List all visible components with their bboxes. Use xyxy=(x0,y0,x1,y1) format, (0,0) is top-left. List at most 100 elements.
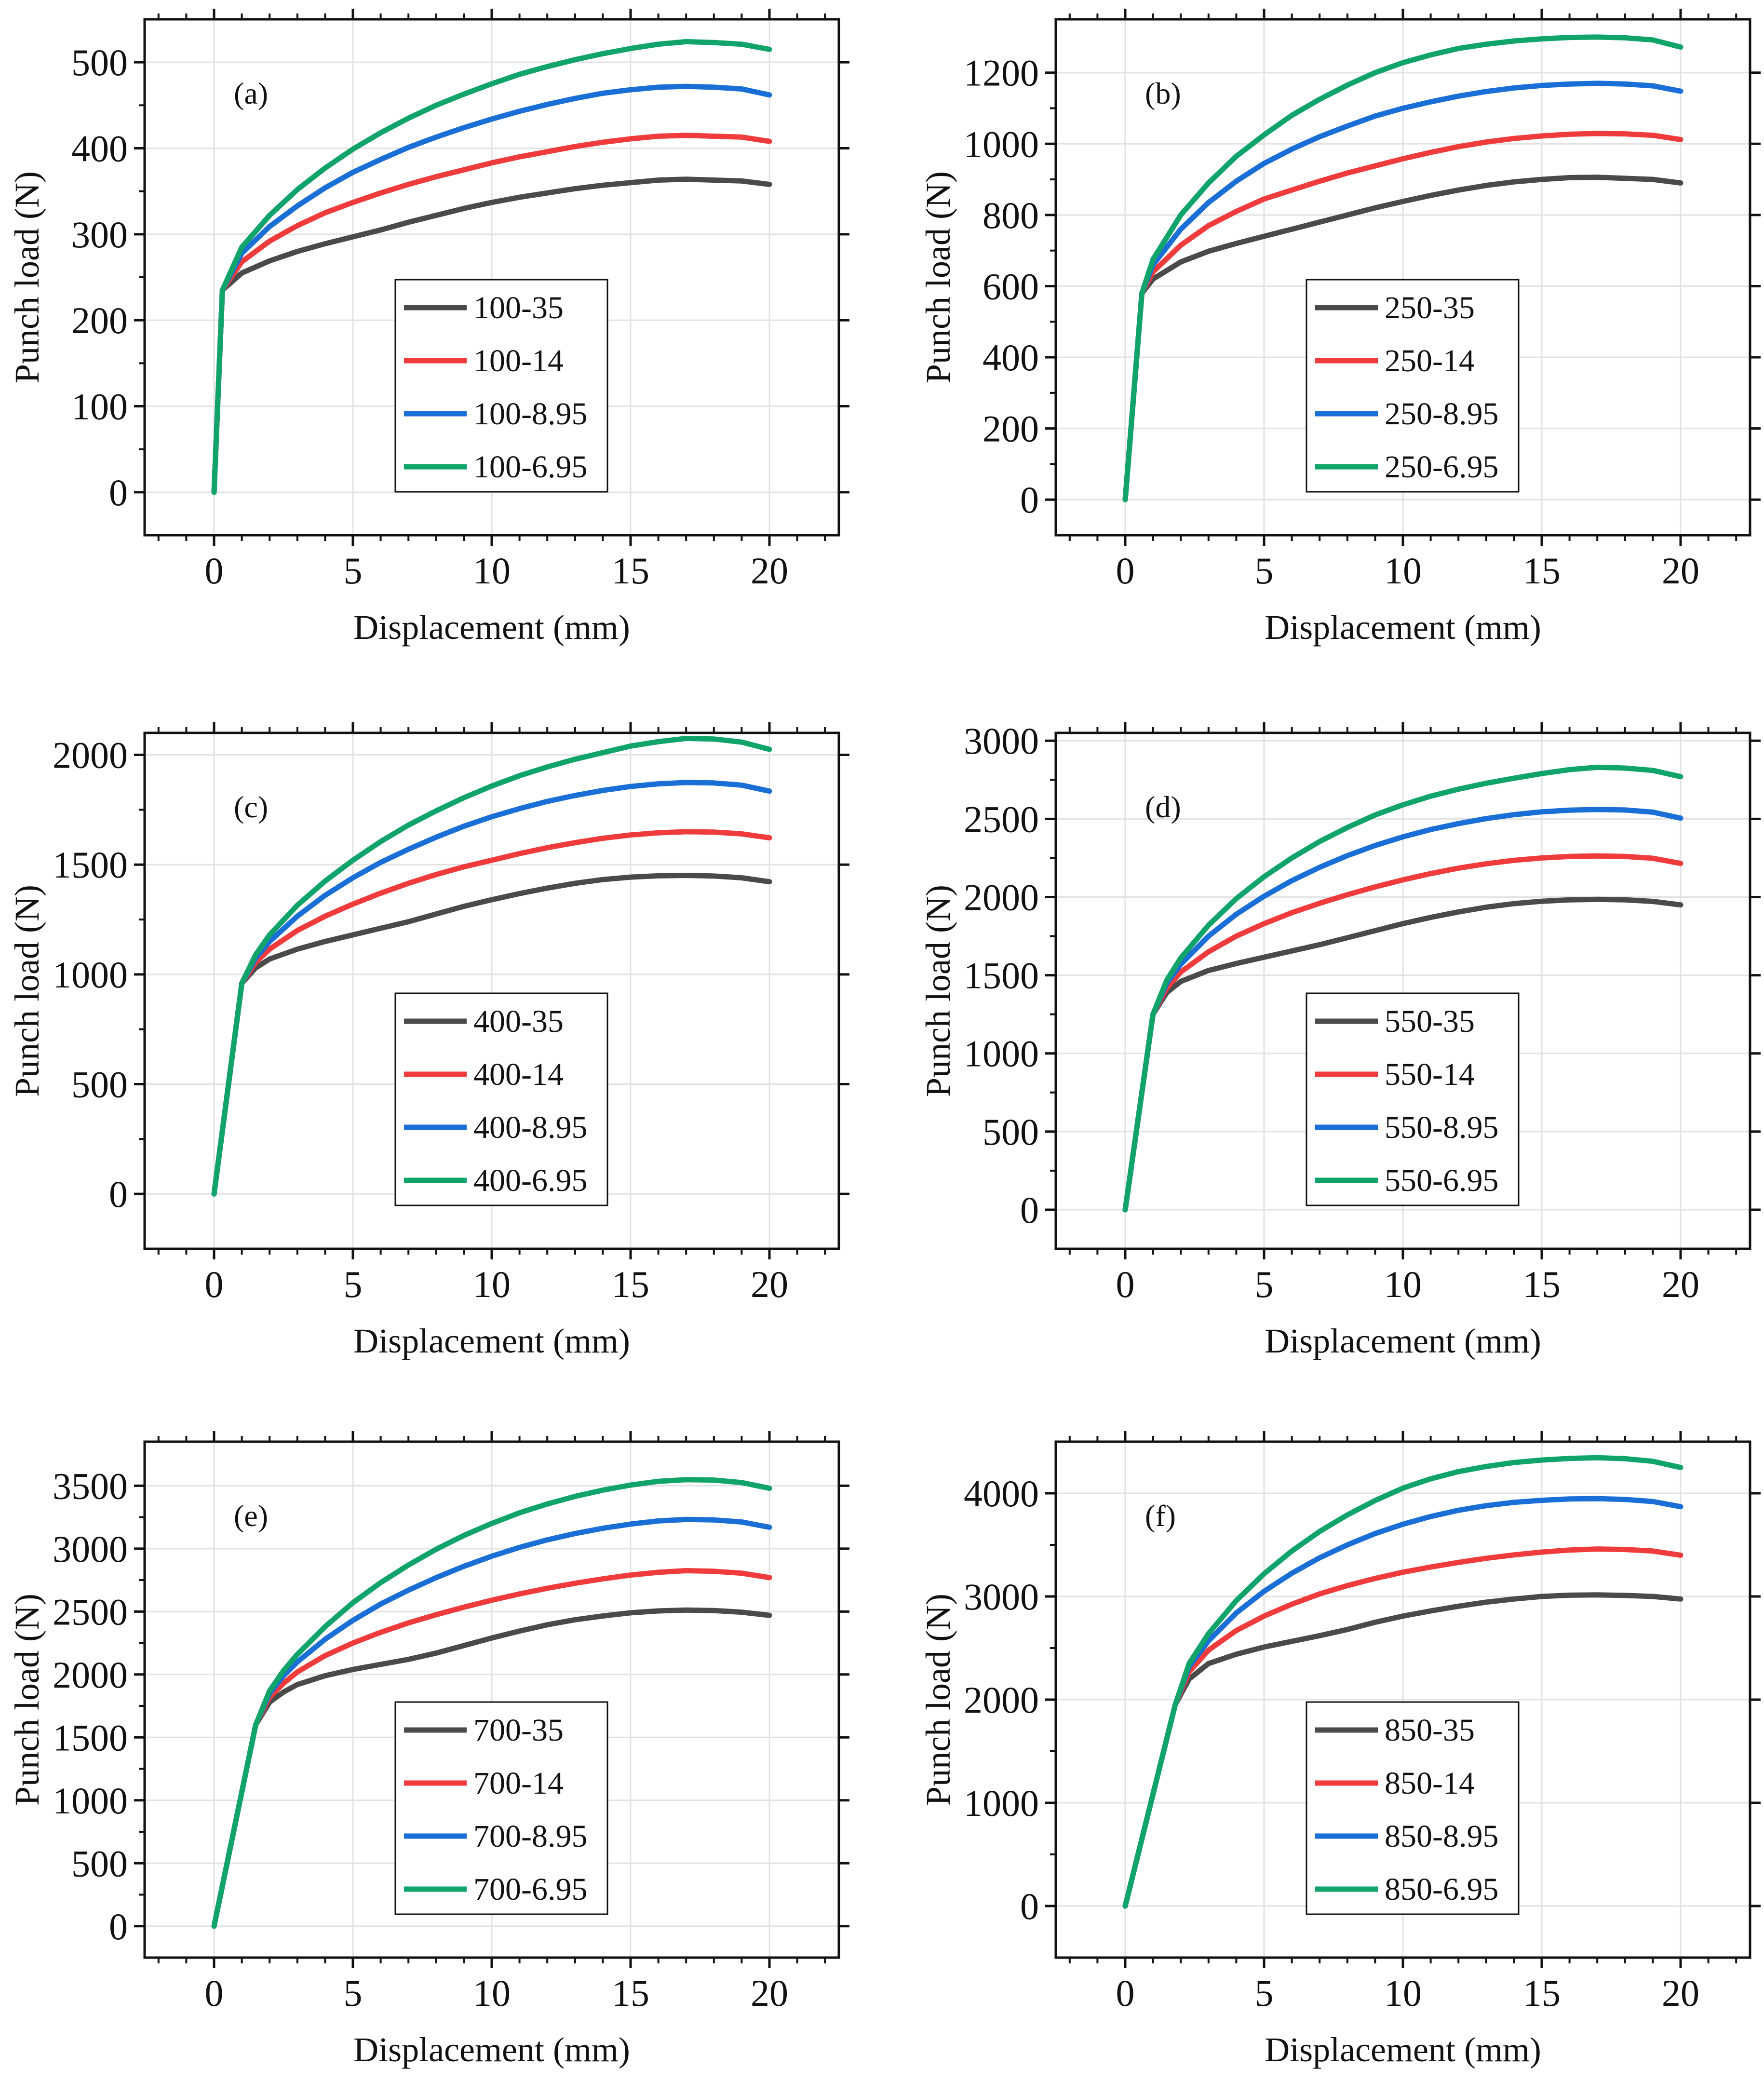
series-line-550-8.95 xyxy=(1122,807,1683,1213)
x-tick-label: 20 xyxy=(1662,550,1699,592)
x-tick-label: 5 xyxy=(344,1263,363,1305)
series-line-400-8.95 xyxy=(211,780,772,1197)
chart-panel-5: 0 5 10 15 20 0 1000 2000 3000 4000 Displacement (m… xyxy=(919,1431,1761,2069)
y-tick-label: 0 xyxy=(1020,1189,1039,1231)
x-axis-title: Displacement (mm) xyxy=(1265,1322,1541,1360)
legend-label: 700-35 xyxy=(473,1713,564,1748)
legend-label: 550-8.95 xyxy=(1385,1110,1498,1145)
series-line-700-8.95 xyxy=(211,1516,772,1929)
series-line-850-6.95 xyxy=(1122,1455,1683,1909)
legend-label: 400-8.95 xyxy=(473,1110,587,1145)
y-tick-label: 0 xyxy=(1020,479,1039,521)
legend-box xyxy=(1306,992,1520,1206)
series-line-250-14 xyxy=(1122,131,1683,502)
panel-label: (f) xyxy=(1145,1499,1176,1533)
y-tick-label: 1000 xyxy=(964,123,1039,165)
x-tick-label: 0 xyxy=(205,1972,224,2014)
series-line-700-35 xyxy=(211,1607,772,1929)
y-axis-title: Punch load (N) xyxy=(919,171,957,383)
legend: 850-35 850-14 850-8.95 850-6.95 xyxy=(1306,1701,1520,1915)
y-tick-label: 500 xyxy=(71,1842,128,1884)
x-tick-label: 15 xyxy=(612,1263,649,1305)
y-tick-label: 200 xyxy=(71,299,128,341)
y-tick-label: 2000 xyxy=(964,876,1039,918)
y-axis-title: Punch load (N) xyxy=(8,1594,46,1806)
series-line-850-8.95 xyxy=(1122,1496,1683,1909)
x-tick-label: 15 xyxy=(612,1972,649,2014)
x-tick-label: 20 xyxy=(751,550,788,592)
y-tick-label: 1200 xyxy=(964,52,1039,94)
series-line-550-35 xyxy=(1122,896,1683,1213)
x-tick-label: 10 xyxy=(473,1972,511,2014)
panel-label: (a) xyxy=(234,76,268,110)
series-line-250-6.95 xyxy=(1122,34,1683,502)
legend-label: 850-14 xyxy=(1385,1766,1475,1801)
y-tick-label: 1000 xyxy=(53,1780,128,1822)
panel-label: (e) xyxy=(234,1499,268,1533)
series-line-250-8.95 xyxy=(1122,81,1683,502)
y-tick-label: 1000 xyxy=(964,1782,1039,1824)
legend-label: 850-6.95 xyxy=(1385,1872,1498,1907)
y-tick-label: 500 xyxy=(71,41,128,83)
series-line-850-35 xyxy=(1122,1592,1683,1909)
x-tick-label: 5 xyxy=(344,550,363,592)
y-tick-label: 2500 xyxy=(964,798,1039,840)
y-tick-label: 1500 xyxy=(53,1717,128,1758)
y-tick-label: 1000 xyxy=(964,1033,1039,1075)
x-axis-title: Displacement (mm) xyxy=(353,2030,630,2069)
series-line-850-14 xyxy=(1122,1546,1683,1909)
panel-label: (c) xyxy=(234,790,268,824)
series-line-550-14 xyxy=(1122,853,1683,1213)
y-tick-label: 500 xyxy=(71,1064,128,1106)
x-tick-label: 0 xyxy=(1116,550,1135,592)
x-tick-label: 10 xyxy=(473,550,511,592)
y-tick-label: 1000 xyxy=(53,954,128,996)
x-axis-title: Displacement (mm) xyxy=(1265,608,1541,647)
series-line-700-6.95 xyxy=(211,1477,772,1929)
legend-label: 850-8.95 xyxy=(1385,1819,1498,1854)
x-tick-label: 20 xyxy=(1662,1972,1699,2014)
x-tick-label: 10 xyxy=(473,1263,511,1305)
x-tick-label: 10 xyxy=(1384,550,1422,592)
x-tick-label: 15 xyxy=(1523,550,1561,592)
series-line-100-35 xyxy=(211,176,772,495)
legend-label: 100-8.95 xyxy=(473,396,587,432)
legend-label: 550-6.95 xyxy=(1385,1163,1498,1198)
x-tick-label: 0 xyxy=(1116,1263,1135,1305)
panel-label: (d) xyxy=(1145,790,1181,824)
x-tick-label: 15 xyxy=(1523,1263,1561,1305)
x-tick-label: 5 xyxy=(344,1972,363,2014)
series-line-100-6.95 xyxy=(211,39,772,495)
y-tick-label: 500 xyxy=(983,1111,1039,1153)
y-axis-title: Punch load (N) xyxy=(8,171,46,383)
y-tick-label: 3500 xyxy=(53,1465,128,1507)
series-line-400-14 xyxy=(211,829,772,1197)
x-tick-label: 0 xyxy=(1116,1972,1135,2014)
series-line-250-35 xyxy=(1122,175,1683,502)
legend-label: 250-14 xyxy=(1385,343,1475,379)
legend: 400-35 400-14 400-8.95 400-6.95 xyxy=(394,992,608,1206)
legend-label: 250-8.95 xyxy=(1385,396,1498,432)
x-tick-label: 0 xyxy=(205,1263,224,1305)
x-tick-label: 20 xyxy=(1662,1263,1699,1305)
legend: 100-35 100-14 100-8.95 100-6.95 xyxy=(394,279,608,493)
y-tick-label: 600 xyxy=(983,265,1039,307)
y-tick-label: 200 xyxy=(983,408,1039,450)
y-axis-title: Punch load (N) xyxy=(919,1594,957,1806)
legend-box xyxy=(1306,1701,1520,1915)
x-axis-title: Displacement (mm) xyxy=(353,1322,630,1360)
legend-label: 400-14 xyxy=(473,1057,564,1092)
legend: 700-35 700-14 700-8.95 700-6.95 xyxy=(394,1701,608,1915)
y-tick-label: 800 xyxy=(983,194,1039,236)
chart-panel-4: 0 5 10 15 20 0 500 1000 1500 2000 2500 3000 3500 Disp… xyxy=(8,1431,849,2069)
legend-label: 100-6.95 xyxy=(473,449,587,485)
y-tick-label: 0 xyxy=(109,472,128,514)
x-tick-label: 5 xyxy=(1255,1263,1274,1305)
y-axis-title: Punch load (N) xyxy=(919,885,957,1097)
legend-label: 700-6.95 xyxy=(473,1872,587,1907)
series-line-400-6.95 xyxy=(211,735,772,1197)
legend-label: 850-35 xyxy=(1385,1713,1475,1748)
y-tick-label: 3000 xyxy=(53,1528,128,1570)
x-tick-label: 10 xyxy=(1384,1972,1422,2014)
legend-box xyxy=(1306,279,1520,493)
